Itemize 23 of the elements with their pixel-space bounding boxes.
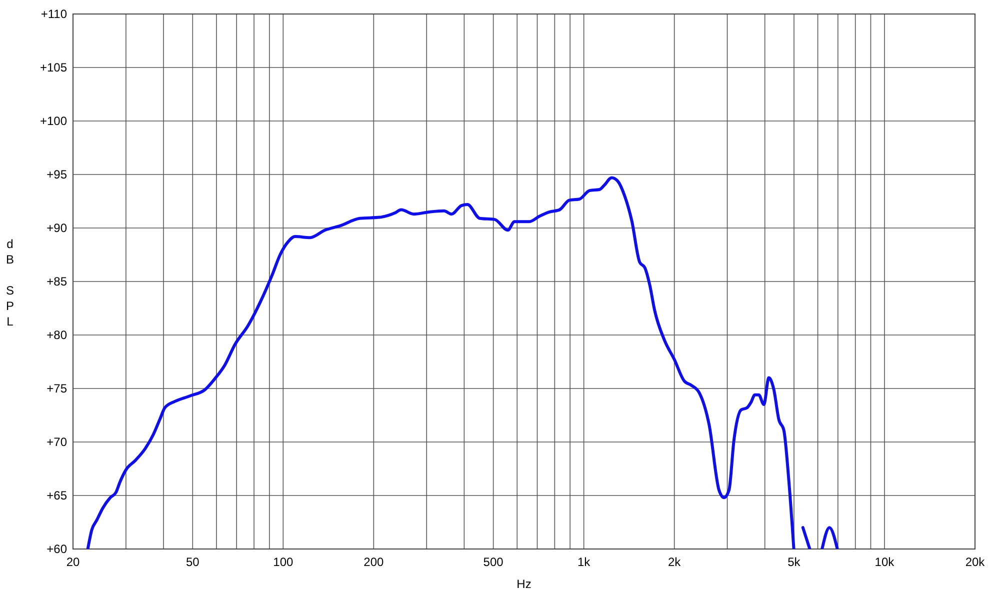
text: dB SPL [6, 237, 14, 328]
x-axis-title: Hz [516, 577, 532, 591]
y-tick-label: +105 [40, 60, 68, 74]
x-tick-label: 20k [965, 555, 986, 569]
y-tick-label: +90 [46, 221, 68, 235]
x-tick-label: 10k [874, 555, 896, 569]
y-tick-label: +100 [40, 114, 68, 128]
x-tick-label: 500 [483, 555, 504, 569]
y-tick-label: +80 [46, 328, 68, 342]
x-tick-label: 5k [788, 555, 802, 569]
x-tick-label: 20 [66, 555, 80, 569]
x-tick-label: 100 [273, 555, 294, 569]
y-tick-label: +65 [46, 488, 68, 502]
y-tick-label: +85 [46, 274, 68, 288]
y-tick-label: +70 [46, 435, 68, 449]
y-tick-label: +110 [40, 7, 68, 21]
x-tick-label: 2k [668, 555, 682, 569]
y-tick-label: +75 [46, 382, 68, 396]
y-tick-label: +60 [46, 542, 68, 556]
x-tick-label: 50 [186, 555, 200, 569]
x-tick-label: 1k [577, 555, 592, 569]
x-tick-label: 200 [364, 555, 384, 569]
y-tick-label: +95 [46, 168, 68, 182]
